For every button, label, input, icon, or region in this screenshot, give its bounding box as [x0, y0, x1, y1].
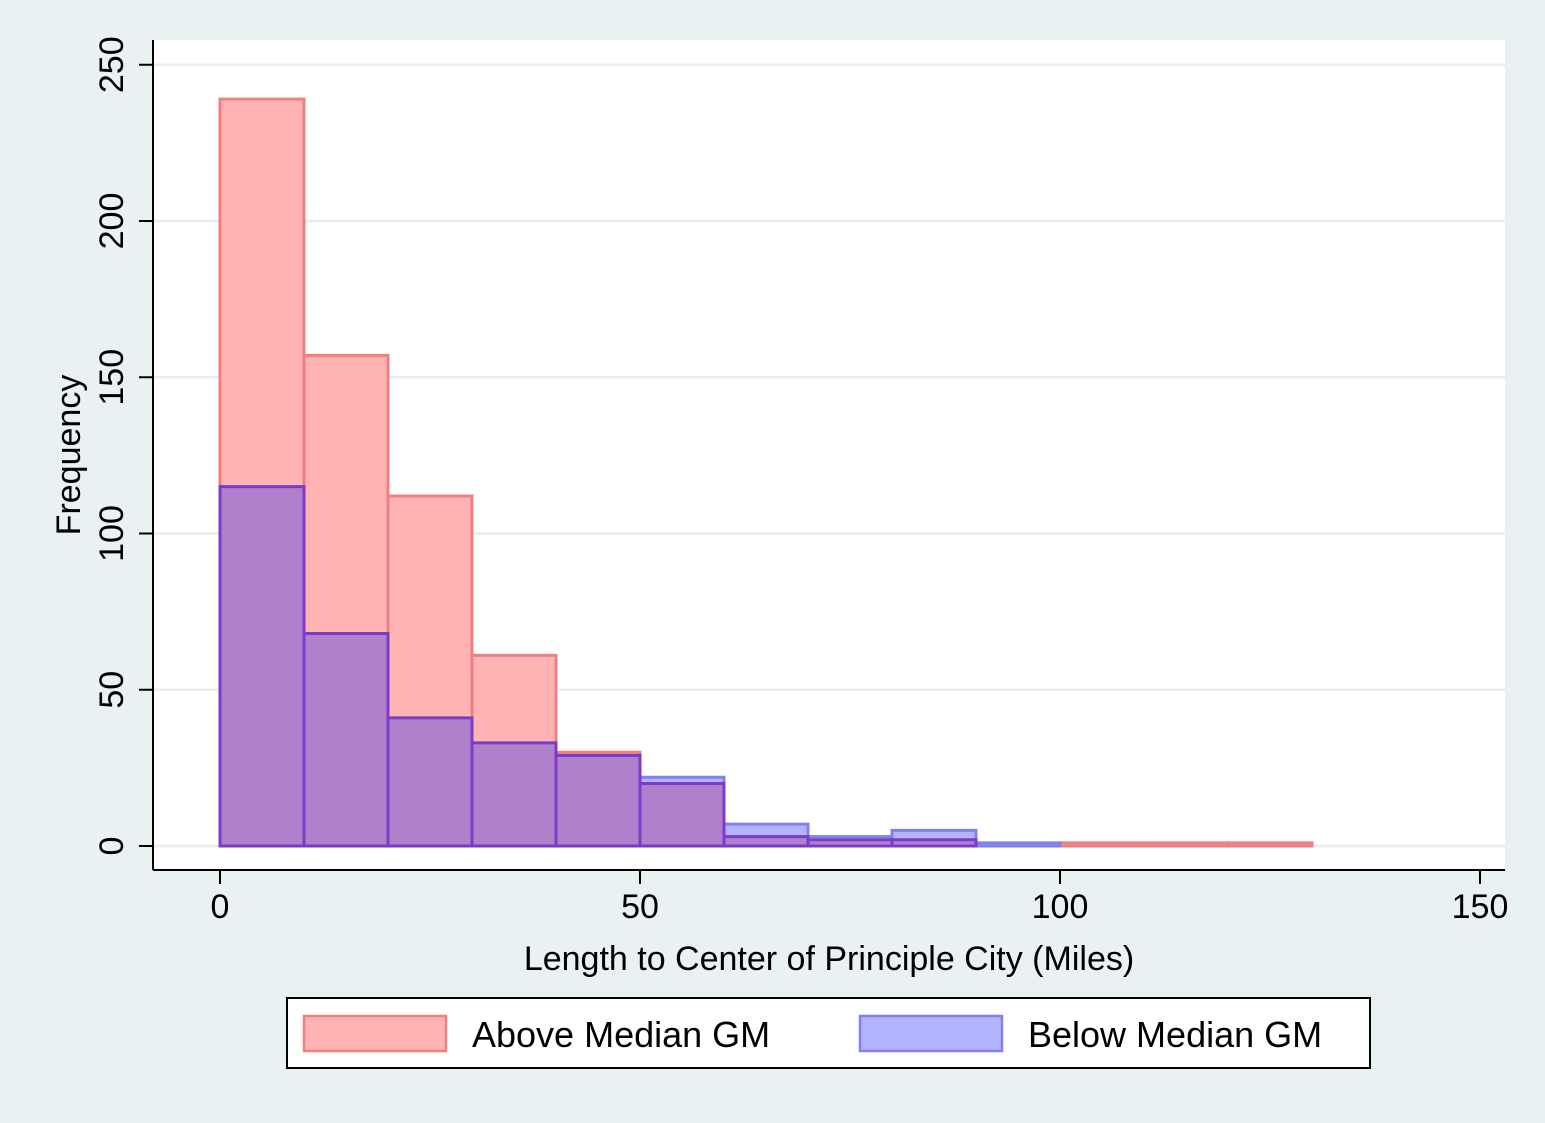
y-tick-label-250: 250: [93, 36, 131, 93]
bars-overlap: [218, 485, 978, 848]
legend-label-below-median: Below Median GM: [1028, 1014, 1322, 1055]
x-tick-label-100: 100: [1032, 888, 1089, 926]
legend-swatch-above-median: [302, 1014, 448, 1053]
y-axis-ticks: 0 50 100 150 200 250: [93, 36, 153, 855]
x-tick-label-0: 0: [211, 888, 230, 926]
legend-swatch-below-median: [858, 1014, 1004, 1053]
bar-overlap-30: [470, 741, 558, 848]
bar-overlap-0: [218, 485, 306, 848]
bar-overlap-70: [806, 838, 894, 848]
bar-below-median-90: [974, 841, 1062, 848]
legend-label-above-median: Above Median GM: [472, 1014, 770, 1055]
bar-overlap-40: [554, 753, 642, 848]
bar-overlap-50: [638, 782, 726, 848]
y-tick-label-200: 200: [93, 193, 131, 250]
bar-above-median-120: [1226, 841, 1314, 848]
x-tick-label-150: 150: [1452, 888, 1509, 926]
y-tick-label-100: 100: [93, 505, 131, 562]
y-tick-label-150: 150: [93, 349, 131, 406]
legend-box: [286, 997, 1371, 1069]
legend: Above Median GM Below Median GM: [286, 997, 1371, 1069]
y-tick-label-0: 0: [93, 837, 131, 856]
bar-above-median-100: [1058, 841, 1146, 848]
x-axis-ticks: 0 50 100 150: [211, 870, 1509, 926]
y-axis-label: Frequency: [50, 375, 88, 536]
x-tick-label-50: 50: [621, 888, 659, 926]
bar-overlap-60: [722, 835, 810, 848]
bar-overlap-10: [302, 632, 390, 848]
x-axis-label: Length to Center of Principle City (Mile…: [524, 940, 1134, 978]
bar-overlap-20: [386, 716, 474, 848]
bar-overlap-80: [890, 838, 978, 848]
bar-above-median-110: [1142, 841, 1230, 848]
y-tick-label-50: 50: [93, 671, 131, 709]
